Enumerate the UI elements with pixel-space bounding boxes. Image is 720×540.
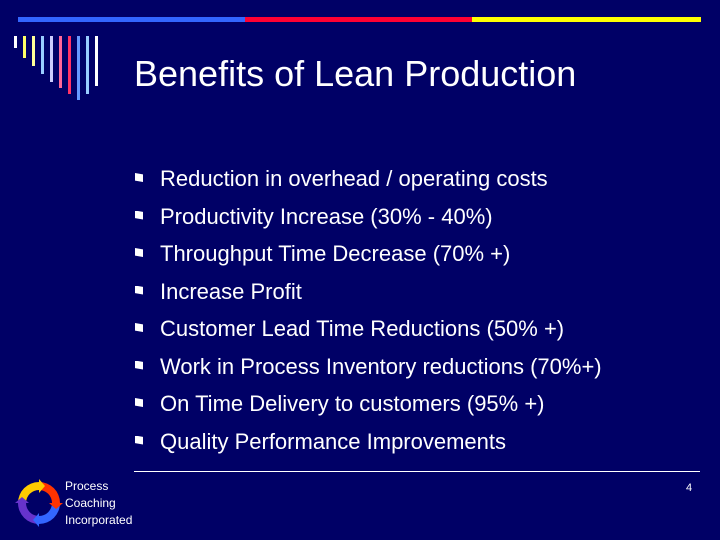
bullet-text: Productivity Increase (30% - 40%) — [160, 203, 493, 229]
bullet-marker-icon — [135, 210, 143, 220]
decorative-stripe — [68, 36, 71, 94]
company-line: Coaching — [65, 496, 116, 510]
bullet-text: On Time Delivery to customers (95% +) — [160, 391, 545, 416]
bullet-text: Increase Profit — [160, 278, 302, 304]
bullet-marker-icon — [135, 360, 143, 370]
decorative-stripe — [23, 36, 26, 58]
bullet-marker-icon — [135, 435, 143, 445]
decorative-stripe — [59, 36, 62, 88]
bullet-item: Reduction in overhead / operating costs — [134, 160, 602, 198]
top-band-yellow-segment — [472, 17, 701, 22]
bullet-item: Increase Profit — [134, 273, 602, 311]
bullet-text: Quality Performance Improvements — [160, 428, 507, 454]
bullet-marker-icon — [135, 173, 143, 182]
company-line: Process — [65, 479, 109, 493]
decorative-stripe — [41, 36, 44, 74]
bullet-marker-icon — [135, 285, 143, 295]
decorative-stripe — [86, 36, 89, 94]
bullet-marker-icon — [135, 248, 143, 257]
decorative-stripe — [95, 36, 98, 86]
bullet-item: Productivity Increase (30% - 40%) — [134, 198, 602, 236]
decorative-stripe — [32, 36, 35, 66]
page-number: 4 — [686, 482, 693, 494]
slide-title: Benefits of Lean Production — [134, 53, 577, 94]
bullet-text: Work in Process Inventory reductions (70… — [160, 353, 602, 379]
footer-divider — [134, 471, 700, 472]
bullet-item: Customer Lead Time Reductions (50% +) — [134, 310, 602, 348]
top-band-red-segment — [245, 17, 472, 22]
circular-arrows-logo-icon — [15, 479, 63, 527]
bullet-item: Work in Process Inventory reductions (70… — [134, 348, 602, 386]
bullet-item: Throughput Time Decrease (70% +) — [134, 235, 602, 273]
bullet-list: Reduction in overhead / operating costs … — [134, 160, 602, 460]
company-line: Incorporated — [65, 513, 133, 527]
decorative-stripe — [50, 36, 53, 82]
decorative-stripe — [14, 36, 17, 48]
bullet-item: Quality Performance Improvements — [134, 423, 602, 461]
decorative-stripes — [14, 36, 124, 100]
decorative-stripe — [77, 36, 80, 100]
bullet-item: On Time Delivery to customers (95% +) — [134, 385, 602, 423]
bullet-marker-icon — [135, 323, 143, 332]
bullet-text: Customer Lead Time Reductions (50% +) — [160, 316, 565, 341]
bullet-text: Throughput Time Decrease (70% +) — [160, 241, 511, 266]
company-name: Process Coaching Incorporated — [65, 478, 132, 529]
top-color-band — [18, 17, 701, 22]
bullet-text: Reduction in overhead / operating costs — [160, 166, 548, 191]
bullet-marker-icon — [135, 398, 143, 407]
top-band-blue-segment — [18, 17, 245, 22]
